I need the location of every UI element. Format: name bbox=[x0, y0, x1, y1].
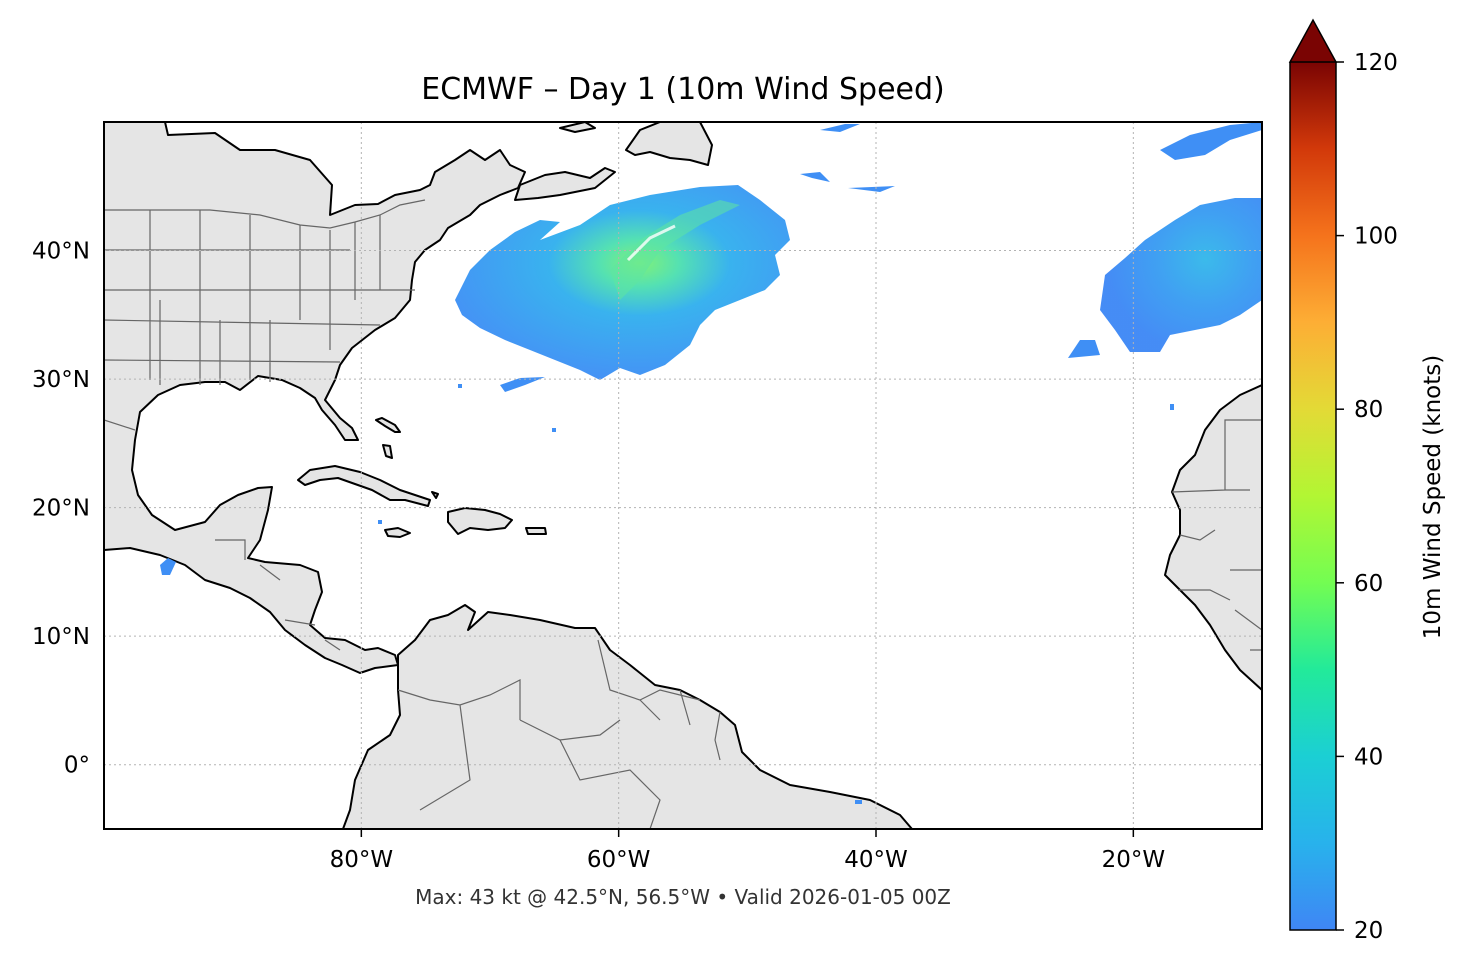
y-tick-label: 0° bbox=[64, 753, 90, 779]
storm-east-atlantic bbox=[1100, 198, 1262, 352]
colorbar-tick-label: 40 bbox=[1354, 744, 1383, 770]
jamaica-island bbox=[384, 527, 411, 538]
x-tick-label: 20°W bbox=[1102, 847, 1166, 873]
africa-borders bbox=[1171, 419, 1262, 651]
borders-layer bbox=[104, 199, 1262, 829]
colorbar-ticks: 20 40 60 80 100 120 bbox=[1336, 50, 1398, 944]
max-wind-caption: Max: 43 kt @ 42.5°N, 56.5°W • Valid 2026… bbox=[415, 885, 951, 909]
gridlines bbox=[104, 122, 1262, 829]
map-frame bbox=[103, 121, 1263, 830]
colorbar-gradient bbox=[1290, 62, 1336, 930]
cuba-island bbox=[297, 465, 431, 507]
storm-west-atlantic-streak bbox=[626, 224, 676, 262]
wind-speed-layer bbox=[160, 122, 1262, 804]
storm-east-atlantic-spot bbox=[1068, 340, 1100, 358]
colorbar: 20 40 60 80 100 120 10m Wind Speed (knots) bbox=[1288, 18, 1446, 944]
storm-gulf-spot bbox=[160, 558, 176, 575]
map-axes: 80°W 60°W 40°W 20°W 40°N 30°N 20°N 10°N 0° bbox=[32, 121, 1263, 873]
map-title: ECMWF – Day 1 (10m Wind Speed) bbox=[421, 72, 945, 107]
x-tick-label: 80°W bbox=[330, 847, 394, 873]
south-america-borders bbox=[397, 639, 721, 829]
x-axis-ticks: 80°W 60°W 40°W 20°W bbox=[330, 829, 1166, 873]
land-layer bbox=[104, 122, 1262, 829]
colorbar-extend-arrow bbox=[1288, 18, 1338, 63]
us-canada-border bbox=[104, 199, 426, 229]
colorbar-tick-label: 120 bbox=[1354, 50, 1398, 76]
newfoundland-island bbox=[625, 122, 713, 166]
colorbar-label: 10m Wind Speed (knots) bbox=[1420, 355, 1446, 639]
africa-landmass bbox=[1164, 384, 1262, 691]
storm-west-atlantic-core bbox=[610, 200, 740, 300]
us-state-borders bbox=[104, 210, 415, 385]
colorbar-tick-label: 100 bbox=[1354, 224, 1398, 250]
x-tick-label: 40°W bbox=[844, 847, 908, 873]
storm-west-atlantic-tail bbox=[500, 377, 545, 392]
x-tick-label: 60°W bbox=[587, 847, 651, 873]
y-tick-label: 20°N bbox=[32, 496, 90, 522]
y-tick-label: 30°N bbox=[32, 367, 90, 393]
colorbar-tick-label: 20 bbox=[1354, 918, 1383, 944]
hispaniola-island bbox=[447, 507, 513, 535]
y-tick-label: 10°N bbox=[32, 624, 90, 650]
bahamas-islands bbox=[375, 417, 439, 499]
puerto-rico-island bbox=[525, 527, 547, 535]
south-america-landmass bbox=[342, 604, 913, 829]
nova-scotia bbox=[514, 167, 616, 201]
colorbar-tick-label: 80 bbox=[1354, 397, 1383, 423]
y-axis-ticks: 40°N 30°N 20°N 10°N 0° bbox=[32, 239, 90, 779]
us-mexico-border bbox=[104, 419, 136, 431]
central-america-borders bbox=[215, 539, 341, 651]
island-pei bbox=[559, 122, 596, 133]
y-tick-label: 40°N bbox=[32, 239, 90, 265]
storm-north-streak-1 bbox=[1160, 122, 1262, 160]
colorbar-frame bbox=[1289, 62, 1337, 931]
colorbar-tick-label: 60 bbox=[1354, 571, 1383, 597]
